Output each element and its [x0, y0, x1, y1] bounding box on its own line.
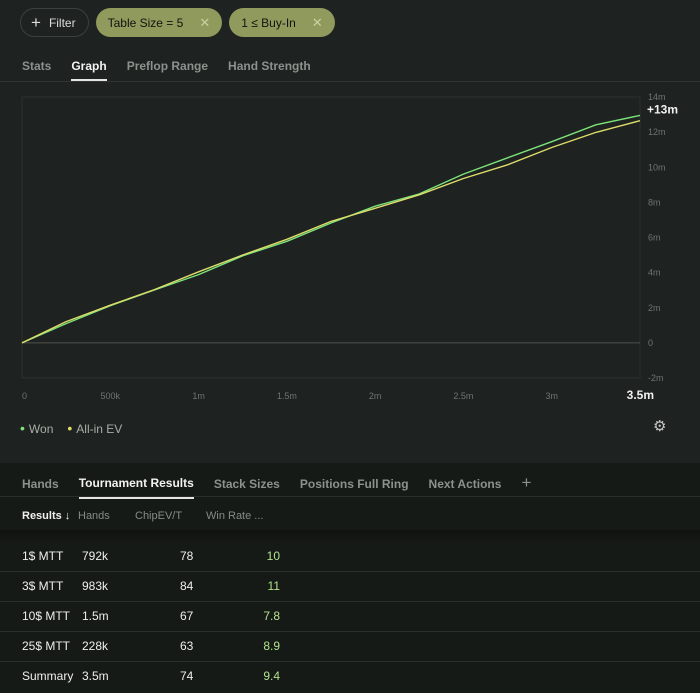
table-row[interactable]: 3$ MTT 983k 84 11 — [22, 571, 280, 601]
row-win-rate: 10 — [266, 549, 280, 563]
x-tick-label-end: 3.5m — [627, 388, 654, 402]
row-divider — [0, 631, 700, 632]
tab-stack-sizes[interactable]: Stack Sizes — [213, 477, 280, 491]
row-hands: 3.5m — [82, 669, 109, 683]
y-tick-label: 2m — [648, 303, 661, 313]
filter-chip-table-size[interactable]: Table Size = 5 ✕ — [95, 8, 223, 37]
table-row[interactable]: 10$ MTT 1.5m 67 7.8 — [22, 601, 280, 631]
chart-legend: • Won • All-in EV — [20, 420, 122, 436]
y-tick-label: 4m — [648, 268, 661, 278]
tab-positions-full-ring[interactable]: Positions Full Ring — [299, 477, 409, 491]
filter-chip-buy-in[interactable]: 1 ≤ Buy-In ✕ — [229, 8, 335, 37]
row-win-rate: 11 — [267, 579, 280, 593]
y-tick-label: 10m — [648, 162, 666, 172]
results-panel — [0, 463, 700, 693]
add-tab-icon[interactable]: + — [521, 473, 532, 492]
x-tick-label: 500k — [101, 391, 121, 401]
gear-icon[interactable]: ⚙ — [653, 418, 667, 435]
y-tick-label: 0 — [648, 338, 653, 348]
table-row[interactable]: 1$ MTT 792k 78 10 — [22, 541, 280, 571]
filter-chip-label: Table Size = 5 — [107, 15, 184, 30]
row-chipev: 67 — [180, 609, 194, 623]
column-header-results[interactable]: Results ↓ — [22, 510, 71, 522]
x-tick-label: 1m — [192, 391, 205, 401]
row-divider — [0, 571, 700, 572]
column-header-chipev[interactable]: ChipEV/T — [135, 510, 183, 522]
row-win-rate: 7.8 — [263, 609, 280, 623]
tab-tournament-results[interactable]: Tournament Results — [78, 476, 194, 499]
y-tick-label: 6m — [648, 233, 661, 243]
series-line-allin-ev — [21, 120, 641, 344]
x-tick-label: 1.5m — [277, 391, 297, 401]
row-chipev: 74 — [180, 669, 194, 683]
row-name: 25$ MTT — [22, 639, 71, 653]
x-tick-label: 2.5m — [453, 391, 473, 401]
table-row[interactable]: 25$ MTT 228k 63 8.9 — [22, 631, 280, 661]
row-chipev: 63 — [180, 639, 194, 653]
row-divider — [0, 661, 700, 662]
top-tab-bar: Stats Graph Preflop Range Hand Strength — [22, 59, 311, 81]
add-filter-button[interactable]: + Filter — [20, 8, 89, 37]
legend-dot-allin-ev: • — [67, 420, 73, 436]
x-tick-label: 2m — [369, 391, 382, 401]
legend-label-allin-ev: All-in EV — [76, 422, 123, 436]
row-divider — [0, 601, 700, 602]
y-tick-label: -2m — [648, 373, 664, 383]
bottom-tab-bar: Hands Tournament Results Stack Sizes Pos… — [22, 473, 531, 502]
tab-next-actions[interactable]: Next Actions — [428, 477, 502, 491]
tab-hand-strength[interactable]: Hand Strength — [228, 59, 311, 73]
row-chipev: 84 — [180, 579, 194, 593]
row-hands: 1.5m — [82, 609, 109, 623]
plus-icon: + — [31, 13, 41, 32]
table-header: Results ↓ Hands ChipEV/T Win Rate ... — [22, 510, 263, 522]
row-win-rate: 8.9 — [263, 639, 280, 653]
x-tick-label: 0 — [22, 391, 27, 401]
column-header-win-rate[interactable]: Win Rate ... — [206, 510, 264, 522]
row-hands: 228k — [82, 639, 109, 653]
tab-preflop-range[interactable]: Preflop Range — [126, 59, 209, 73]
row-hands: 983k — [82, 579, 109, 593]
y-tick-label: 14m — [648, 92, 666, 102]
add-filter-label: Filter — [48, 15, 76, 30]
legend-dot-won: • — [20, 420, 25, 436]
row-name: 1$ MTT — [22, 549, 64, 563]
tab-hands[interactable]: Hands — [22, 477, 59, 491]
row-name: 3$ MTT — [22, 579, 64, 593]
header-shadow — [0, 530, 700, 544]
close-icon[interactable]: ✕ — [311, 14, 323, 30]
end-value-label: +13m — [647, 102, 678, 116]
column-header-hands[interactable]: Hands — [78, 510, 110, 522]
table-row-summary[interactable]: Summary 3.5m 74 9.4 — [22, 661, 280, 691]
tab-divider — [0, 81, 700, 82]
plot-frame — [21, 96, 641, 379]
legend-item-won[interactable]: • Won — [20, 420, 53, 436]
y-tick-label: 8m — [648, 197, 661, 207]
x-tick-label: 3m — [545, 391, 558, 401]
legend-label-won: Won — [28, 422, 54, 436]
row-name: Summary — [22, 669, 74, 683]
tab-stats[interactable]: Stats — [22, 59, 52, 73]
y-tick-label: 12m — [648, 127, 666, 137]
row-name: 10$ MTT — [22, 609, 71, 623]
row-hands: 792k — [82, 549, 109, 563]
close-icon[interactable]: ✕ — [199, 14, 211, 30]
filter-chip-label: 1 ≤ Buy-In — [241, 15, 296, 30]
row-chipev: 78 — [180, 549, 194, 563]
row-win-rate: 9.4 — [263, 669, 280, 683]
bottom-tab-divider — [0, 496, 700, 497]
filter-bar: + Filter Table Size = 5 ✕ 1 ≤ Buy-In ✕ — [20, 8, 335, 37]
tab-graph[interactable]: Graph — [71, 59, 107, 81]
legend-item-allin-ev[interactable]: • All-in EV — [67, 420, 122, 436]
winnings-graph: 14m 12m 10m 8m 6m 4m 2m 0 -2m 0 500k 1m 1.5m 2m 2.5m 3m… — [21, 92, 678, 402]
